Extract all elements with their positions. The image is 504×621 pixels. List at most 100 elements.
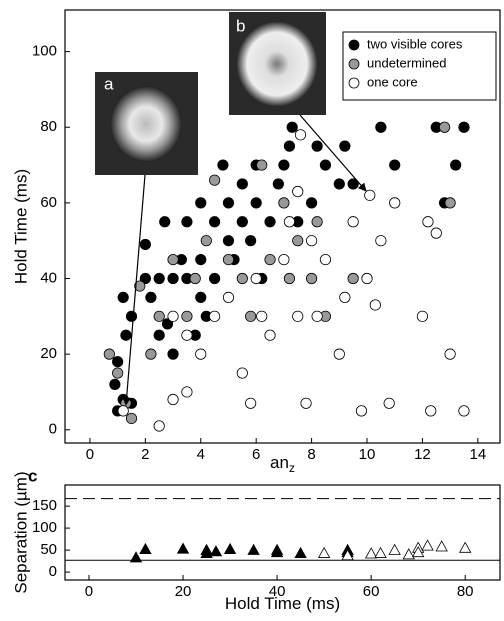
x-tick-label: 0 (85, 583, 93, 600)
point (444, 197, 456, 209)
x-tick-label: 8 (307, 446, 315, 463)
x-tick-label: 2 (141, 446, 149, 463)
point (117, 291, 129, 304)
point (375, 235, 387, 247)
point (278, 159, 290, 171)
point (389, 159, 401, 171)
inset-label: a (104, 74, 114, 93)
point (200, 235, 212, 247)
point (369, 299, 381, 311)
point (256, 159, 268, 171)
inset-blob (237, 22, 317, 106)
y-tick-label: 20 (40, 345, 57, 362)
panel-label: c (28, 466, 37, 485)
point (438, 121, 451, 133)
point (195, 291, 207, 304)
point (422, 216, 434, 228)
point (167, 253, 179, 266)
legend-label: undetermined (367, 55, 447, 70)
arrow (122, 174, 146, 406)
point (347, 272, 359, 285)
point (347, 216, 359, 228)
point (222, 197, 235, 209)
point (223, 542, 237, 555)
x-tick-label: 0 (86, 446, 94, 463)
point (195, 348, 207, 360)
x-axis-label: Hold Time (ms) (225, 594, 340, 613)
x-tick-label: 40 (269, 583, 286, 600)
point (458, 405, 470, 417)
plot-frame (64, 9, 501, 444)
point (383, 397, 395, 409)
point (167, 272, 179, 285)
point (294, 546, 307, 558)
y-axis-label: Separation (µm) (11, 471, 30, 593)
legend-label: one core (367, 74, 418, 89)
point (283, 272, 296, 285)
point (209, 272, 221, 285)
point (139, 238, 151, 251)
point (236, 272, 248, 285)
point (200, 546, 213, 558)
point (364, 189, 376, 201)
legend-marker (348, 58, 360, 70)
x-tick-label: 14 (469, 446, 486, 463)
point (189, 272, 201, 285)
point (145, 291, 157, 304)
point (272, 178, 284, 190)
point (339, 140, 351, 152)
point (305, 235, 318, 247)
point (292, 185, 304, 198)
x-tick-label: 10 (359, 446, 376, 463)
legend-marker (348, 39, 360, 51)
point (181, 329, 193, 341)
x-tick-label: 60 (363, 583, 380, 600)
point (236, 216, 248, 228)
point (294, 129, 307, 141)
point (278, 197, 290, 209)
point (117, 405, 129, 417)
point (389, 197, 401, 209)
point (411, 545, 425, 558)
x-axis-label-main: an (270, 453, 289, 472)
y-tick-label: 80 (40, 118, 57, 135)
point (292, 235, 304, 247)
y-tick-label: 40 (40, 269, 57, 286)
point (450, 159, 462, 171)
point (167, 310, 179, 322)
y-tick-label: 0 (49, 421, 57, 438)
y-axis-label: Hold Time (ms) (11, 169, 30, 284)
point (300, 397, 312, 409)
point (292, 310, 304, 322)
point (333, 178, 345, 190)
point (250, 197, 262, 209)
point (341, 549, 354, 561)
point (139, 542, 152, 555)
point (319, 253, 332, 266)
point (305, 272, 318, 285)
point (209, 174, 221, 186)
point (374, 546, 387, 558)
x-tick-label: 6 (252, 446, 260, 463)
point (153, 310, 165, 322)
plot-frame (64, 484, 501, 581)
point (153, 420, 165, 432)
point (459, 541, 472, 553)
point (176, 542, 190, 554)
point (217, 159, 229, 171)
point (425, 405, 437, 417)
point (120, 329, 132, 341)
point (112, 356, 124, 368)
y-tick-label: 100 (32, 43, 57, 60)
x-axis-label: anz (270, 453, 295, 475)
point (319, 159, 332, 171)
point (247, 543, 260, 555)
point (444, 348, 456, 360)
point (129, 551, 143, 563)
point (339, 291, 351, 304)
point (333, 348, 345, 360)
point (139, 272, 151, 285)
point (145, 348, 157, 360)
y-tick-label: 0 (49, 563, 57, 580)
